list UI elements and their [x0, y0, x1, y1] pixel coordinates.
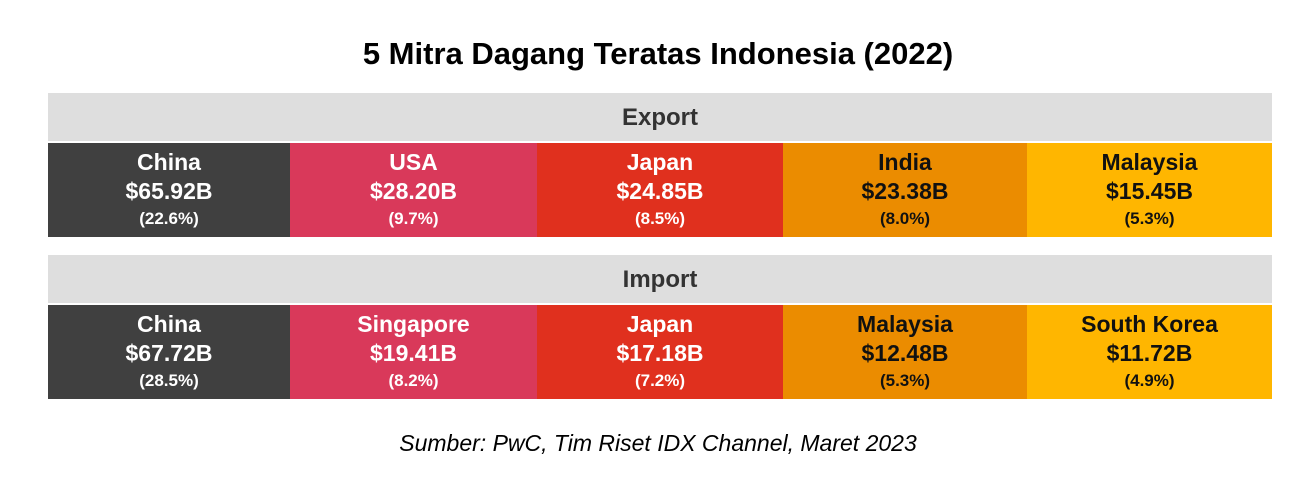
- partner-value: $11.72B: [1106, 340, 1193, 366]
- section-header: Export: [48, 93, 1272, 141]
- partner-share: (8.5%): [634, 209, 686, 228]
- partner-cell: China $67.72B (28.5%): [48, 305, 290, 399]
- section: Export China $65.92B (22.6%) USA $28.20B (9.7%…: [48, 93, 1272, 237]
- partner-name: Malaysia: [1101, 149, 1198, 175]
- partner-value: $17.18B: [616, 340, 704, 366]
- partner-row: China $67.72B (28.5%) Singapore $19.41B (8.2%…: [48, 305, 1272, 399]
- partner-name: Japan: [626, 311, 694, 337]
- partner-row: China $65.92B (22.6%) USA $28.20B (9.7%) Japan…: [48, 143, 1272, 237]
- title: 5 Mitra Dagang Teratas Indonesia (2022): [362, 36, 954, 71]
- partner-name: Singapore: [357, 311, 470, 337]
- partner-share: (7.2%): [634, 371, 686, 390]
- partner-value: $15.45B: [1106, 178, 1193, 204]
- partner-name: Japan: [626, 149, 694, 175]
- partner-cell: Malaysia $12.48B (5.3%): [783, 305, 1027, 399]
- partner-name: South Korea: [1081, 311, 1218, 337]
- partner-cell: South Korea $11.72B (4.9%): [1027, 305, 1272, 399]
- partner-value: $24.85B: [616, 178, 704, 204]
- partner-name: Malaysia: [857, 311, 953, 337]
- partner-cell: China $65.92B (22.6%): [48, 143, 290, 237]
- source: Sumber: PwC, Tim Riset IDX Channel, Mare…: [399, 430, 917, 456]
- partner-value: $12.48B: [861, 340, 949, 366]
- partner-share: (8.0%): [879, 209, 931, 228]
- partner-share: (5.3%): [1124, 209, 1175, 228]
- partner-cell: Singapore $19.41B (8.2%): [290, 305, 537, 399]
- partner-name: USA: [389, 149, 438, 175]
- partner-cell: Japan $17.18B (7.2%): [537, 305, 783, 399]
- section-header: Import: [48, 255, 1272, 303]
- partner-value: $67.72B: [125, 340, 213, 366]
- partner-share: (28.5%): [139, 371, 199, 390]
- partner-share: (8.2%): [388, 371, 439, 390]
- partner-cell: India $23.38B (8.0%): [783, 143, 1027, 237]
- partner-share: (22.6%): [139, 209, 199, 228]
- partner-value: $19.41B: [370, 340, 457, 366]
- partner-cell: Malaysia $15.45B (5.3%): [1027, 143, 1272, 237]
- partner-value: $28.20B: [370, 178, 457, 204]
- partner-value: $65.92B: [125, 178, 213, 204]
- partner-share: (4.9%): [1124, 371, 1175, 390]
- partner-value: $23.38B: [861, 178, 949, 204]
- partner-name: China: [137, 149, 201, 175]
- partner-name: India: [878, 149, 932, 175]
- partner-share: (9.7%): [388, 209, 439, 228]
- partner-name: China: [137, 311, 201, 337]
- partner-cell: USA $28.20B (9.7%): [290, 143, 537, 237]
- partner-share: (5.3%): [879, 371, 931, 390]
- section: Import China $67.72B (28.5%) Singapore $19.41…: [48, 255, 1272, 399]
- partner-cell: Japan $24.85B (8.5%): [537, 143, 783, 237]
